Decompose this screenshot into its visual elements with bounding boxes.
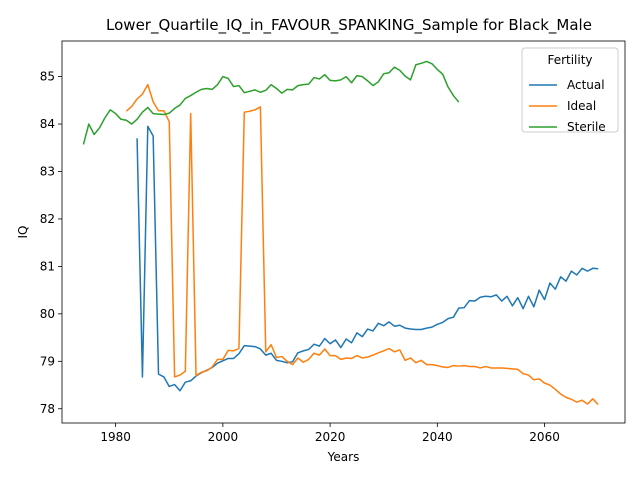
axes-layer: 1980 2000 2020 2040 2060 78 79 80 81 82 83 84 85 xyxy=(40,70,560,444)
y-tick-label: 79 xyxy=(40,354,55,368)
legend-label-sterile: Sterile xyxy=(567,120,606,134)
legend-box xyxy=(521,47,619,133)
y-tick-label: 85 xyxy=(40,70,55,84)
y-tick-label: 80 xyxy=(40,307,55,321)
y-tick-label: 82 xyxy=(40,212,55,226)
series-line-ideal xyxy=(125,83,599,406)
x-axis-label: Years xyxy=(327,450,360,464)
series-line-sterile xyxy=(82,60,460,145)
y-tick-label: 83 xyxy=(40,164,55,178)
x-tick-label: 2040 xyxy=(422,430,453,444)
legend-label-ideal: Ideal xyxy=(567,99,596,113)
x-tick-label: 2000 xyxy=(208,430,239,444)
y-tick-label: 81 xyxy=(40,259,55,273)
series-layer xyxy=(82,60,599,406)
legend-title: Fertility xyxy=(547,53,592,67)
legend-label-actual: Actual xyxy=(567,78,605,92)
x-tick-label: 1980 xyxy=(100,430,131,444)
y-tick-label: 84 xyxy=(40,117,55,131)
chart-title: Lower_Quartile_IQ_in_FAVOUR_SPANKING_Sam… xyxy=(106,16,592,35)
x-tick-label: 2060 xyxy=(529,430,560,444)
series-line-actual xyxy=(136,125,599,392)
y-axis-label: IQ xyxy=(16,226,30,239)
legend: Fertility Actual Ideal Sterile xyxy=(521,47,619,134)
y-tick-label: 78 xyxy=(40,402,55,416)
x-tick-label: 2020 xyxy=(315,430,346,444)
plot-frame xyxy=(61,40,626,424)
